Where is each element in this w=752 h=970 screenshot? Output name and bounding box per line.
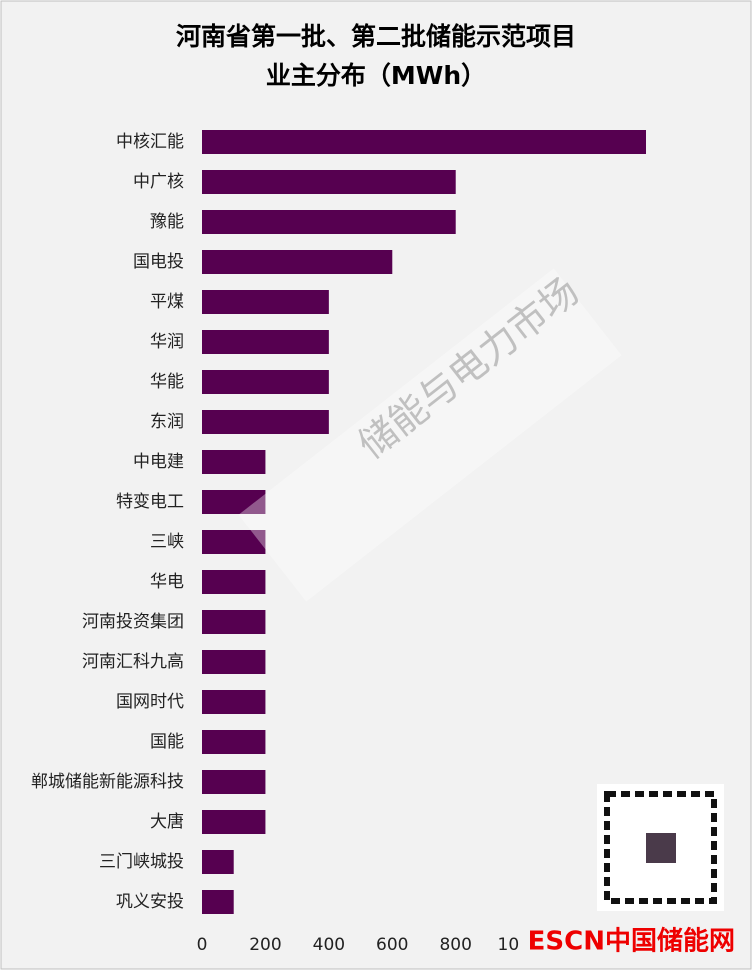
x-tick-label: 0 — [197, 935, 208, 955]
logo-text: ESCN中国储能网 — [528, 926, 735, 957]
y-tick-label: 平煤 — [150, 292, 184, 312]
bar — [202, 410, 329, 434]
y-tick-label: 中广核 — [133, 172, 184, 192]
bar — [202, 770, 266, 794]
bar — [202, 250, 393, 274]
y-tick-label: 巩义安投 — [116, 892, 184, 912]
x-tick-label: 800 — [439, 935, 471, 955]
bar — [202, 850, 234, 874]
y-tick-label: 华润 — [150, 332, 184, 352]
y-tick-label: 华能 — [150, 372, 184, 392]
y-tick-label: 三峡 — [150, 532, 184, 552]
bar — [202, 290, 329, 314]
plot-area: 0200400600800100012001400中核汇能中广核豫能国电投平煤华… — [31, 130, 668, 955]
bar — [202, 330, 329, 354]
y-tick-label: 国能 — [150, 732, 184, 752]
y-tick-label: 华电 — [150, 572, 184, 592]
y-tick-label: 中电建 — [133, 452, 184, 472]
logo-background — [520, 920, 750, 966]
bar — [202, 170, 456, 194]
bar — [202, 130, 646, 154]
chart-subtitle: 业主分布（MWh） — [266, 61, 486, 90]
x-tick-label: 600 — [376, 935, 408, 955]
y-tick-label: 特变电工 — [116, 492, 184, 512]
y-tick-label: 河南投资集团 — [82, 612, 184, 632]
y-tick-label: 河南汇科九高 — [82, 652, 184, 672]
x-tick-label: 400 — [313, 935, 345, 955]
y-tick-label: 国电投 — [133, 252, 184, 272]
watermark-band — [238, 268, 622, 602]
bar — [202, 690, 266, 714]
bar — [202, 490, 266, 514]
y-tick-label: 中核汇能 — [116, 132, 184, 152]
bar — [202, 370, 329, 394]
bar — [202, 810, 266, 834]
y-tick-label: 大唐 — [150, 811, 184, 832]
qr-logo — [646, 833, 676, 863]
bar — [202, 730, 266, 754]
y-tick-label: 豫能 — [150, 212, 184, 232]
bar — [202, 610, 266, 634]
bar — [202, 210, 456, 234]
bar — [202, 650, 266, 674]
y-tick-label: 东润 — [150, 412, 184, 432]
x-tick-label: 200 — [249, 935, 281, 955]
bar — [202, 570, 266, 594]
bar — [202, 450, 266, 474]
y-tick-label: 三门峡城投 — [99, 852, 184, 872]
qr-pattern — [604, 791, 717, 904]
y-tick-label: 郸城储能新能源科技 — [31, 772, 184, 792]
bar — [202, 530, 266, 554]
y-tick-label: 国网时代 — [116, 692, 184, 712]
chart-title: 河南省第一批、第二批储能示范项目 — [176, 22, 576, 51]
bar — [202, 890, 234, 914]
